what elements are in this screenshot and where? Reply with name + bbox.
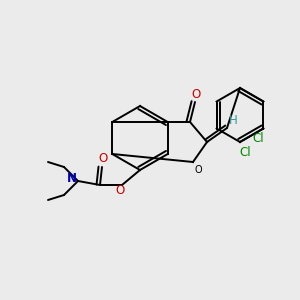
Text: H: H [229,115,237,128]
Text: O: O [191,88,201,100]
Text: O: O [116,184,124,197]
Text: Cl: Cl [239,146,251,158]
Text: O: O [194,165,202,175]
Text: N: N [67,172,77,185]
Text: Cl: Cl [253,132,264,145]
Text: O: O [98,152,108,166]
